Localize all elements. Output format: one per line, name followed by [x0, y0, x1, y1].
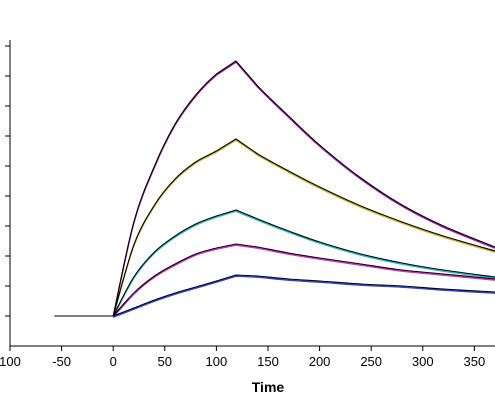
- series-fit-2: [112, 138, 495, 317]
- x-tick-label-6: 200: [309, 354, 331, 369]
- x-axis-ticks: 100 -50 0 50 100 150 200 250 300 350: [0, 346, 485, 369]
- x-tick-label-4: 100: [206, 354, 228, 369]
- x-axis-title: Time: [252, 379, 285, 395]
- x-tick-label-7: 250: [360, 354, 382, 369]
- plot-area: [54, 60, 495, 318]
- series-trace-5: [112, 275, 495, 318]
- series-trace-3: [112, 210, 495, 318]
- series-fit-1: [112, 60, 495, 317]
- series-fit-4: [112, 243, 495, 317]
- x-tick-label-8: 300: [412, 354, 434, 369]
- series-trace-4: [112, 244, 495, 318]
- x-tick-label-0: 100: [0, 354, 21, 369]
- series-fit-3: [112, 209, 495, 317]
- x-tick-label-5: 150: [257, 354, 279, 369]
- series-trace-2: [112, 139, 495, 318]
- x-tick-label-3: 50: [158, 354, 172, 369]
- x-tick-label-1: -50: [52, 354, 71, 369]
- series-trace-1: [112, 61, 495, 318]
- x-tick-label-9: 350: [464, 354, 486, 369]
- series-fit-5: [113, 274, 495, 317]
- y-axis-ticks: [5, 45, 10, 317]
- x-tick-label-2: 0: [110, 354, 117, 369]
